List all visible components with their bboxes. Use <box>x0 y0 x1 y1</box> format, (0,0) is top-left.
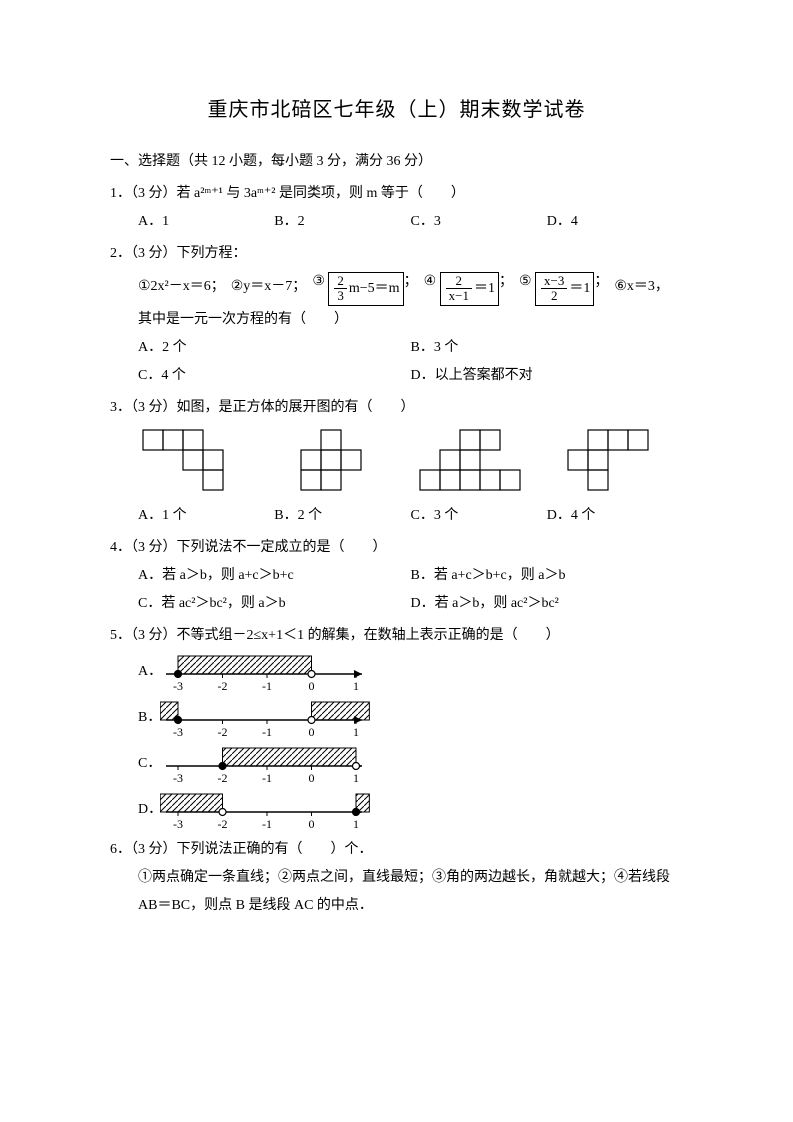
q2-eq6: ⑥x＝3， <box>614 273 669 301</box>
question-2: 2．（3 分）下列方程： ①2x²－x＝6； ②y＝x－7； ③ 23 m−5＝… <box>110 240 683 390</box>
numberline-d: -3 -2 -1 0 1 <box>160 788 370 832</box>
svg-text:0: 0 <box>309 771 315 785</box>
q2-eq4-pre: ④ <box>424 274 437 289</box>
q2-opt-d: D．以上答案都不对 <box>411 362 684 390</box>
svg-text:-1: -1 <box>262 817 272 831</box>
svg-text:0: 0 <box>309 725 315 739</box>
q5-opt-b-row: B． -3 -2 -1 0 1 <box>110 696 683 740</box>
q4-opt-b: B．若 a+c＞b+c，则 a＞b <box>411 562 684 590</box>
q2-tail: 其中是一元一次方程的有（ ） <box>110 306 683 334</box>
numberline-b: -3 -2 -1 0 1 <box>160 696 370 740</box>
svg-text:-2: -2 <box>218 679 228 693</box>
svg-text:-3: -3 <box>173 679 183 693</box>
q2-eq3-den: 3 <box>334 289 347 303</box>
q4-opt-d: D．若 a＞b，则 ac²＞bc² <box>411 590 684 618</box>
svg-text:-1: -1 <box>262 725 272 739</box>
svg-text:0: 0 <box>309 817 315 831</box>
q4-stem: 4．（3 分）下列说法不一定成立的是（ ） <box>110 534 683 562</box>
svg-text:-2: -2 <box>218 817 228 831</box>
q3-opt-c: C．3 个 <box>411 502 547 530</box>
svg-text:1: 1 <box>353 817 359 831</box>
q2-eq1: ①2x²－x＝6； <box>138 273 225 301</box>
q5-opt-d-row: D． -3 -2 -1 0 1 <box>110 788 683 832</box>
q2-opt-b: B．3 个 <box>411 334 684 362</box>
numberline-c: -3 -2 -1 0 1 <box>160 742 370 786</box>
svg-text:1: 1 <box>353 679 359 693</box>
q5-opt-a-row: A． -3 -2 -1 0 1 <box>110 650 683 694</box>
question-3: 3．（3 分）如图，是正方体的展开图的有（ ） <box>110 394 683 530</box>
q2-eq3: ③ 23 m−5＝m ； <box>312 268 417 306</box>
q6-line2: AB＝BC，则点 B 是线段 AC 的中点． <box>110 892 683 920</box>
q2-eq4-post: ＝1 <box>474 275 495 303</box>
q3-options: A．1 个 B．2 个 C．3 个 D．4 个 <box>110 502 683 530</box>
svg-text:0: 0 <box>309 679 315 693</box>
q3-opt-b: B．2 个 <box>274 502 410 530</box>
question-5: 5．（3 分）不等式组－2≤x+1＜1 的解集，在数轴上表示正确的是（ ） A．… <box>110 622 683 832</box>
q1-opt-c: C．3 <box>411 208 547 236</box>
q2-eq5-pre: ⑤ <box>519 274 532 289</box>
q2-eq3-num: 2 <box>334 274 347 289</box>
q5-stem: 5．（3 分）不等式组－2≤x+1＜1 的解集，在数轴上表示正确的是（ ） <box>110 622 683 650</box>
svg-text:-3: -3 <box>173 817 183 831</box>
question-1: 1．（3 分）若 a²ᵐ⁺¹ 与 3aᵐ⁺² 是同类项，则 m 等于（ ） A．… <box>110 180 683 236</box>
q6-line1: ①两点确定一条直线；②两点之间，直线最短；③角的两边越长，角就越大；④若线段 <box>110 864 683 892</box>
net-diagram-2 <box>276 428 386 494</box>
q5-opt-b-label: B． <box>138 704 160 732</box>
svg-text:-3: -3 <box>173 771 183 785</box>
q6-stem: 6．（3 分）下列说法正确的有（ ）个． <box>110 836 683 864</box>
q2-eq3-pre: ③ <box>312 274 325 289</box>
q1-opt-d: D．4 <box>547 208 683 236</box>
q4-options-r1: A．若 a＞b，则 a+c＞b+c B．若 a+c＞b+c，则 a＞b <box>110 562 683 590</box>
q1-stem: 1．（3 分）若 a²ᵐ⁺¹ 与 3aᵐ⁺² 是同类项，则 m 等于（ ） <box>110 180 683 208</box>
svg-text:-1: -1 <box>262 771 272 785</box>
q5-opt-c-label: C． <box>138 750 160 778</box>
question-4: 4．（3 分）下列说法不一定成立的是（ ） A．若 a＞b，则 a+c＞b+c … <box>110 534 683 618</box>
q1-opt-a: A．1 <box>138 208 274 236</box>
q5-opt-a-label: A． <box>138 658 160 686</box>
numberline-a: -3 -2 -1 0 1 <box>160 650 370 694</box>
q1-options: A．1 B．2 C．3 D．4 <box>110 208 683 236</box>
svg-text:1: 1 <box>353 725 359 739</box>
q3-opt-a: A．1 个 <box>138 502 274 530</box>
net-diagram-1 <box>138 428 248 494</box>
q5-opt-c-row: C． -3 -2 -1 0 1 <box>110 742 683 786</box>
q3-nets <box>110 422 683 500</box>
svg-text:-2: -2 <box>218 725 228 739</box>
q4-options-r2: C．若 ac²＞bc²，则 a＞b D．若 a＞b，则 ac²＞bc² <box>110 590 683 618</box>
svg-text:1: 1 <box>353 771 359 785</box>
svg-text:-2: -2 <box>218 771 228 785</box>
section-header: 一、选择题（共 12 小题，每小题 3 分，满分 36 分） <box>110 148 683 176</box>
q2-eq4-den: x−1 <box>446 289 472 303</box>
q2-eq5-post: ＝1 <box>569 275 590 303</box>
q2-stem: 2．（3 分）下列方程： <box>110 240 683 268</box>
q2-eq3-post: m−5＝m <box>349 275 400 303</box>
q2-eq2: ②y＝x－7； <box>231 273 307 301</box>
page-title: 重庆市北碚区七年级（上）期末数学试卷 <box>110 90 683 130</box>
q1-opt-b: B．2 <box>274 208 410 236</box>
q2-eq5: ⑤ x−32 ＝1 ； <box>519 268 608 306</box>
q4-opt-c: C．若 ac²＞bc²，则 a＞b <box>138 590 411 618</box>
q3-opt-d: D．4 个 <box>547 502 683 530</box>
q4-opt-a: A．若 a＞b，则 a+c＞b+c <box>138 562 411 590</box>
q2-opt-c: C．4 个 <box>138 362 411 390</box>
net-diagram-3 <box>415 428 535 494</box>
q2-equations: ①2x²－x＝6； ②y＝x－7； ③ 23 m−5＝m ； ④ 2x−1 ＝1… <box>110 268 683 306</box>
q2-eq5-num: x−3 <box>541 274 567 289</box>
q5-opt-d-label: D． <box>138 796 160 824</box>
q2-options-r1: A．2 个 B．3 个 <box>110 334 683 362</box>
q2-eq4-num: 2 <box>446 274 472 289</box>
net-diagram-4 <box>563 428 673 494</box>
q2-eq5-den: 2 <box>541 289 567 303</box>
svg-text:-3: -3 <box>173 725 183 739</box>
q3-stem: 3．（3 分）如图，是正方体的展开图的有（ ） <box>110 394 683 422</box>
svg-text:-1: -1 <box>262 679 272 693</box>
question-6: 6．（3 分）下列说法正确的有（ ）个． ①两点确定一条直线；②两点之间，直线最… <box>110 836 683 920</box>
q2-eq4: ④ 2x−1 ＝1 ； <box>424 268 513 306</box>
q2-opt-a: A．2 个 <box>138 334 411 362</box>
q2-options-r2: C．4 个 D．以上答案都不对 <box>110 362 683 390</box>
